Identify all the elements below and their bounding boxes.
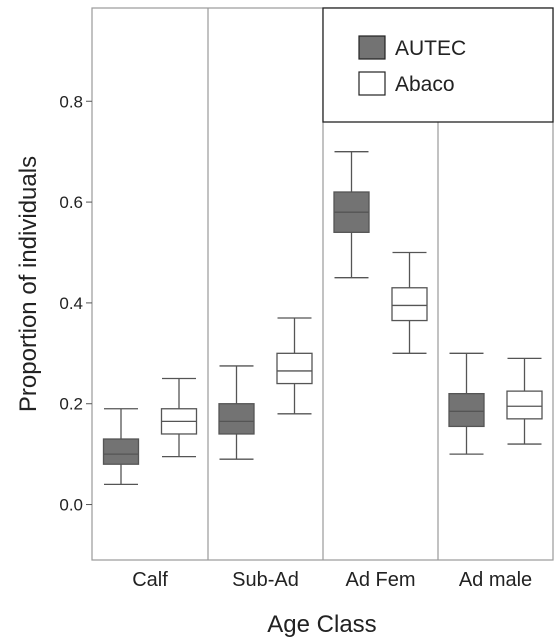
y-tick-label: 0.0 bbox=[59, 496, 83, 515]
legend-box bbox=[322, 7, 554, 123]
x-tick-label: Ad Fem bbox=[345, 569, 415, 591]
box-series bbox=[102, 151, 543, 486]
box-iqr bbox=[102, 438, 140, 465]
box-abaco-ad-fem bbox=[391, 251, 428, 354]
legend-swatch-autec bbox=[358, 35, 386, 60]
box-iqr bbox=[506, 390, 543, 420]
box-abaco-sub-ad bbox=[276, 317, 313, 415]
box-autec-sub-ad bbox=[218, 365, 255, 460]
legend: AUTEC Abaco bbox=[322, 7, 554, 123]
box-abaco-ad-male bbox=[506, 357, 543, 445]
legend-label-abaco: Abaco bbox=[395, 73, 455, 96]
y-axis: 0.0 0.2 0.4 0.6 0.8 bbox=[59, 92, 92, 515]
y-axis-title: Proportion of individuals bbox=[15, 156, 42, 412]
x-tick-label: Ad male bbox=[459, 569, 532, 591]
box-iqr bbox=[391, 287, 428, 322]
legend-label-autec: AUTEC bbox=[395, 37, 466, 60]
x-axis-labels: Calf Sub-Ad Ad Fem Ad male bbox=[132, 569, 532, 591]
box-abaco-calf bbox=[160, 377, 198, 458]
x-tick-label: Sub-Ad bbox=[232, 569, 299, 591]
y-tick-label: 0.6 bbox=[59, 193, 83, 212]
box-iqr bbox=[448, 392, 485, 428]
y-tick-label: 0.2 bbox=[59, 395, 83, 414]
box-iqr bbox=[276, 352, 313, 385]
box-autec-ad-male bbox=[448, 352, 485, 455]
box-autec-calf bbox=[102, 408, 140, 486]
y-tick-label: 0.8 bbox=[59, 92, 83, 111]
box-autec-ad-fem bbox=[333, 151, 370, 279]
legend-swatch-abaco bbox=[358, 71, 386, 96]
y-tick-label: 0.4 bbox=[59, 294, 83, 313]
x-axis-title: Age Class bbox=[267, 611, 376, 638]
x-tick-label: Calf bbox=[132, 569, 168, 591]
box-iqr bbox=[218, 403, 255, 435]
